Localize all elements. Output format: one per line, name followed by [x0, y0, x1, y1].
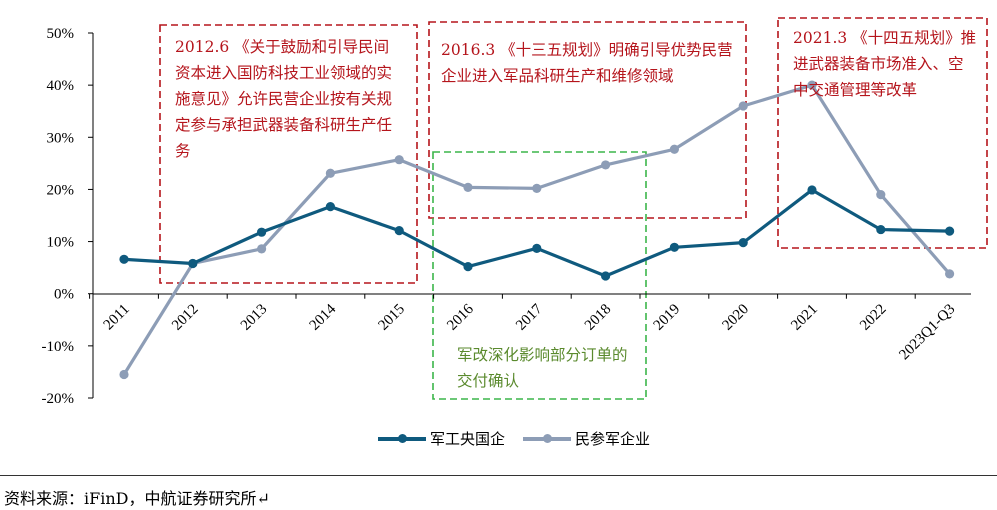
legend-label-soe: 军工央国企 [430, 429, 506, 448]
y-tick-label: 30% [47, 130, 75, 146]
data-point-1 [532, 183, 542, 193]
data-point-0 [394, 226, 404, 236]
data-point-1 [394, 155, 404, 165]
annotation-army-reform: 军改深化影响部分订单的交付确认 [457, 346, 628, 390]
y-tick-label: 20% [47, 182, 75, 198]
data-point-0 [463, 262, 473, 272]
x-tick-label: 2019 [651, 301, 684, 334]
data-point-1 [119, 369, 129, 380]
legend-swatch-private [523, 432, 572, 444]
data-point-1 [257, 244, 267, 254]
data-point-0 [738, 238, 748, 248]
annotation-boxes [159, 17, 988, 400]
data-point-0 [876, 224, 886, 235]
data-point-0 [325, 202, 335, 212]
data-point-0 [601, 271, 611, 281]
x-tick-label: 2018 [582, 301, 615, 334]
data-point-1 [876, 190, 886, 200]
legend-item-private: 民参军企业 [523, 428, 650, 449]
x-tick-label: 2022 [857, 301, 890, 334]
data-point-1 [325, 168, 335, 178]
x-tick-label: 2015 [376, 301, 409, 334]
data-point-0 [188, 258, 198, 269]
x-tick-label: 2013 [238, 301, 271, 334]
data-point-1 [463, 182, 473, 192]
data-point-1 [738, 101, 748, 111]
data-point-0 [945, 226, 955, 236]
x-tick-label: 2021 [788, 301, 821, 334]
y-tick-label: -10% [42, 339, 75, 355]
data-point-1 [945, 269, 955, 279]
x-tick-label: 2020 [720, 301, 753, 334]
annotation-box-2016 [428, 21, 747, 219]
y-tick-label: 0% [54, 287, 74, 303]
y-tick-label: -20% [42, 391, 75, 407]
data-point-0 [257, 227, 267, 237]
annotation-2021-plan: 2021.3 《十四五规划》推进武器装备市场准入、空中交通管理等改革 [793, 29, 977, 99]
annotation-2012-policy: 2012.6 《关于鼓励和引导民间资本进入国防科技工业领域的实施意见》允许民营企… [175, 38, 393, 160]
series-line-0 [123, 188, 950, 278]
annotation-box-army-reform [432, 151, 647, 400]
data-point-0 [119, 254, 129, 264]
annotation-box-2012 [159, 24, 418, 284]
x-tick-label: 2016 [444, 301, 477, 334]
data-point-0 [532, 243, 542, 253]
data-point-1 [807, 80, 817, 90]
legend-swatch-soe [378, 432, 426, 444]
x-tick-label: 2011 [101, 301, 133, 333]
y-tick-label: 10% [47, 235, 75, 251]
source-note: 资料来源：iFinD，中航证券研究所↵ [4, 489, 270, 508]
line-chart: 50% 40% 30% 20% 10% 0% -10% -20% 2011 2012 2013 20… [42, 17, 988, 407]
x-tick-label: 2012 [169, 301, 202, 334]
annotation-box-2021 [777, 17, 988, 249]
x-tick-label: 2014 [307, 301, 340, 334]
legend-item-soe: 军工央国企 [378, 428, 505, 449]
x-tick-label: 2017 [513, 301, 546, 334]
data-point-0 [669, 242, 680, 252]
y-tick-label: 50% [47, 26, 75, 42]
data-point-1 [669, 144, 680, 154]
data-point-0 [807, 185, 817, 195]
annotation-2016-plan: 2016.3 《十三五规划》明确引导优势民营企业进入军品科研生产和维修领域 [441, 41, 733, 85]
data-point-1 [601, 160, 611, 170]
legend-label-private: 民参军企业 [575, 429, 651, 448]
x-tick-label: 2023Q1-Q3 [896, 301, 958, 363]
bottom-rule [0, 475, 997, 476]
y-tick-label: 40% [47, 78, 75, 94]
chart-legend: 军工央国企 民参军企业 [378, 427, 668, 449]
